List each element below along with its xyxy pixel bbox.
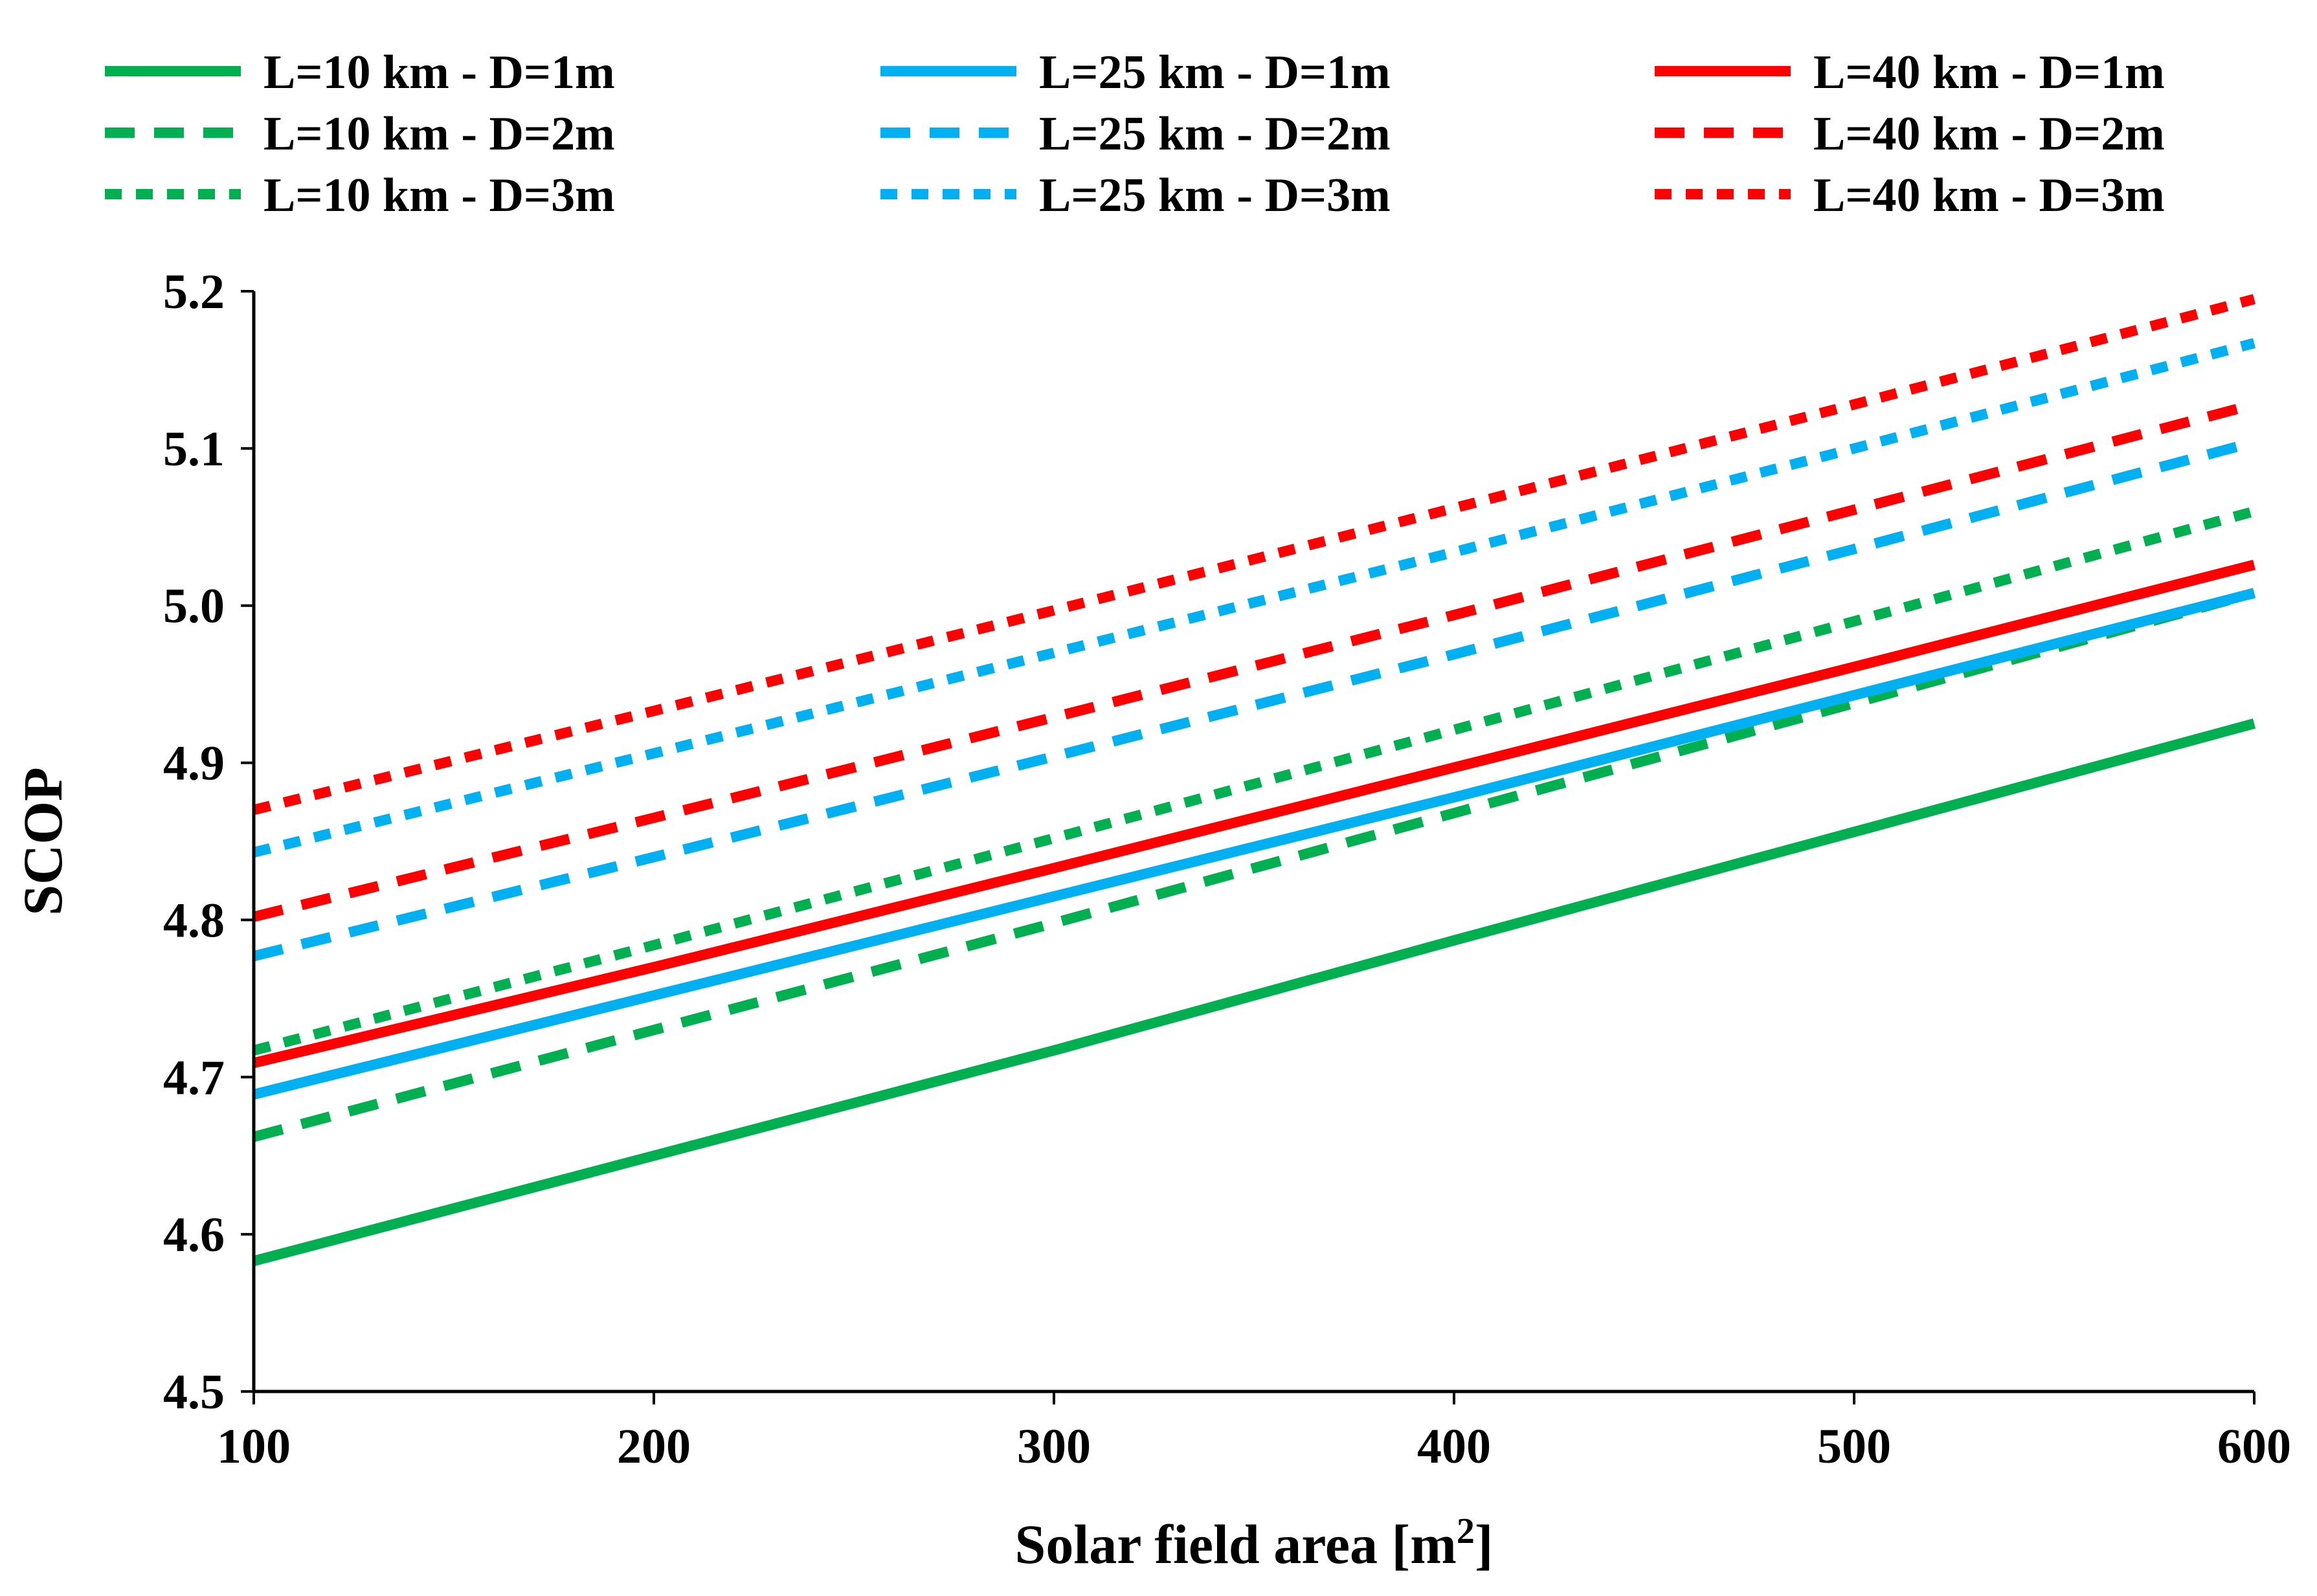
series-line-7 (252, 559, 2255, 1069)
series-line-3 (252, 506, 2256, 1056)
legend-label-5: L=25 km - D=2m (1039, 107, 1391, 161)
series-line-2 (252, 588, 2256, 1142)
series-line-4 (252, 588, 2255, 1100)
legend-label-8: L=40 km - D=2m (1813, 107, 2165, 161)
series-line-9 (252, 294, 2256, 815)
x-tick-label: 300 (1017, 1419, 1091, 1474)
x-tick-label: 100 (217, 1419, 291, 1474)
series-line-5 (252, 437, 2256, 962)
x-tick-label: 200 (617, 1419, 691, 1474)
y-tick-label: 5.0 (163, 579, 225, 634)
series-line-1 (252, 718, 2256, 1267)
chart-legend: L=10 km - D=1m L=10 km - D=2m L=10 km - D=… (105, 46, 2165, 222)
y-axis-title: SCOP (12, 767, 74, 915)
y-tick-label: 4.6 (163, 1208, 225, 1262)
chart-axes (252, 291, 2254, 1393)
legend-label-9: L=40 km - D=3m (1813, 169, 2165, 222)
x-axis-title-suffix: ] (1475, 1513, 1494, 1575)
series-lines (252, 294, 2256, 1267)
legend-label-1: L=10 km - D=1m (263, 46, 615, 99)
series-line-8 (252, 399, 2256, 922)
x-tick-label: 600 (2217, 1419, 2291, 1474)
x-axis-title-superscript: 2 (1457, 1511, 1475, 1551)
x-axis-title: Solar field area [m2] (1015, 1511, 1494, 1575)
x-axis-title-text: Solar field area [m (1015, 1513, 1457, 1575)
legend-label-6: L=25 km - D=3m (1039, 169, 1391, 222)
y-tick-label: 4.5 (163, 1365, 225, 1419)
x-tick-label: 500 (1817, 1419, 1891, 1474)
y-tick-label: 4.9 (163, 737, 225, 791)
legend-label-7: L=40 km - D=1m (1813, 46, 2165, 99)
y-tick-label: 4.7 (163, 1050, 225, 1105)
y-tick-label: 5.2 (163, 265, 225, 319)
series-line-6 (252, 338, 2256, 858)
x-axis-ticks: 100 200 300 400 500 600 (217, 1391, 2291, 1474)
y-tick-label: 4.8 (163, 893, 225, 948)
legend-label-3: L=10 km - D=3m (263, 169, 615, 222)
x-tick-label: 400 (1417, 1419, 1491, 1474)
legend-label-4: L=25 km - D=1m (1039, 46, 1391, 99)
y-axis-ticks: 4.5 4.6 4.7 4.8 4.9 5.0 5.1 5.2 (163, 265, 254, 1419)
legend-label-2: L=10 km - D=2m (263, 107, 615, 161)
y-tick-label: 5.1 (163, 422, 225, 476)
